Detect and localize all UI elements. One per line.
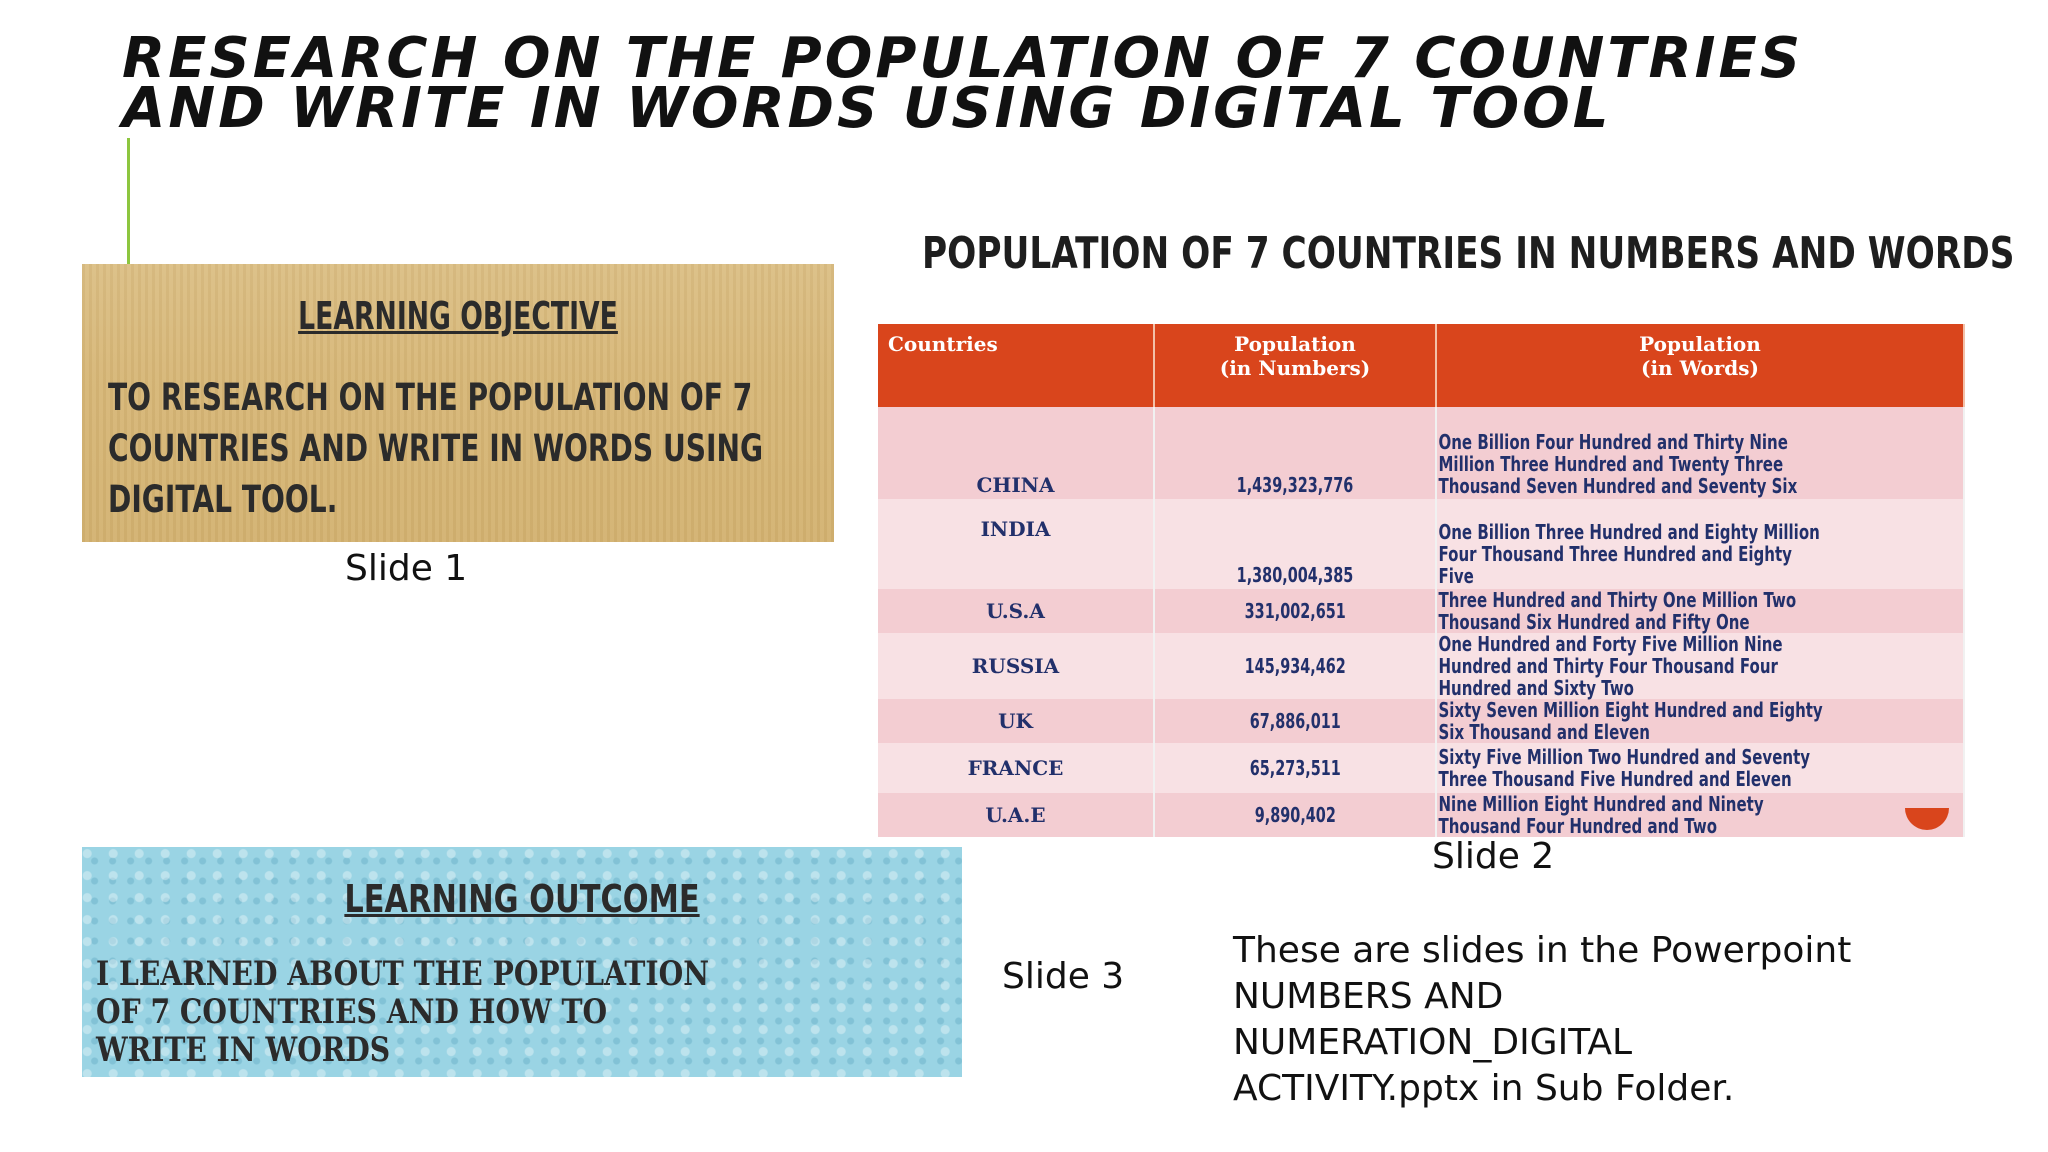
- country-cell: U.A.E: [878, 793, 1155, 837]
- number-cell: 1,380,004,385: [1154, 499, 1437, 589]
- table-row: CHINA 1,439,323,776 One Billion Four Hun…: [878, 407, 1965, 499]
- words-cell: Three Hundred and Thirty One Million Two…: [1436, 589, 1965, 633]
- accent-line: [127, 138, 130, 264]
- table-header-row: Countries Population (in Numbers) Populat…: [878, 324, 1965, 407]
- learning-outcome-heading: LEARNING OUTCOME: [344, 877, 700, 921]
- column-header-population-words: Population (in Words): [1436, 324, 1965, 407]
- page-title: RESEARCH ON THE POPULATION OF 7 COUNTRIE…: [122, 26, 1822, 141]
- learning-objective-text: TO RESEARCH ON THE POPULATION OF 7 COUNT…: [108, 372, 822, 525]
- title-line-2: AND WRITE IN WORDS USING DIGITAL TOOL: [122, 76, 1612, 141]
- objective-line: DIGITAL TOOL.: [108, 478, 338, 521]
- words-cell: One Hundred and Forty Five Million Nine …: [1436, 633, 1965, 699]
- slide-3-thumbnail: LEARNING OUTCOME I LEARNED ABOUT THE POP…: [82, 847, 962, 1077]
- powerpoint-note: These are slides in the Powerpoint NUMBE…: [1233, 928, 1993, 1112]
- slide-corner-badge: [1905, 808, 1949, 830]
- country-cell: U.S.A: [878, 589, 1155, 633]
- note-line: NUMBERS AND: [1233, 976, 1504, 1017]
- slide-3-caption: Slide 3: [1002, 956, 1125, 997]
- column-header-population-numbers: Population (in Numbers): [1154, 324, 1437, 407]
- learning-objective-heading: LEARNING OBJECTIVE: [298, 294, 618, 338]
- number-cell: 67,886,011: [1154, 699, 1437, 743]
- note-line: These are slides in the Powerpoint: [1233, 930, 1852, 971]
- words-cell: Sixty Seven Million Eight Hundred and Ei…: [1436, 699, 1965, 743]
- number-cell: 1,439,323,776: [1154, 407, 1437, 499]
- words-cell: One Billion Four Hundred and Thirty Nine…: [1436, 407, 1965, 499]
- learning-outcome-text: I LEARNED ABOUT THE POPULATION OF 7 COUN…: [96, 955, 943, 1069]
- note-line: NUMERATION_DIGITAL: [1233, 1022, 1633, 1063]
- country-cell: FRANCE: [878, 743, 1155, 793]
- table-row: U.S.A 331,002,651 Three Hundred and Thir…: [878, 589, 1965, 633]
- words-cell: One Billion Three Hundred and Eighty Mil…: [1436, 499, 1965, 589]
- number-cell: 331,002,651: [1154, 589, 1437, 633]
- note-line: ACTIVITY.pptx in Sub Folder.: [1233, 1068, 1735, 1109]
- slide-2-caption: Slide 2: [1432, 836, 1555, 877]
- number-cell: 145,934,462: [1154, 633, 1437, 699]
- objective-line: TO RESEARCH ON THE POPULATION OF 7: [108, 376, 753, 419]
- column-header-countries: Countries: [878, 324, 1155, 407]
- table-row: RUSSIA 145,934,462 One Hundred and Forty…: [878, 633, 1965, 699]
- outcome-line: OF 7 COUNTRIES AND HOW TO: [96, 992, 608, 1032]
- slide-1-thumbnail: LEARNING OBJECTIVE TO RESEARCH ON THE PO…: [82, 264, 834, 542]
- population-table-heading: POPULATION OF 7 COUNTRIES IN NUMBERS AND…: [922, 228, 2015, 279]
- population-table: Countries Population (in Numbers) Populat…: [878, 324, 1965, 837]
- table-row: FRANCE 65,273,511 Sixty Five Million Two…: [878, 743, 1965, 793]
- number-cell: 65,273,511: [1154, 743, 1437, 793]
- country-cell: INDIA: [878, 499, 1155, 589]
- words-cell: Nine Million Eight Hundred and Ninety Th…: [1436, 793, 1965, 837]
- slide-1-caption: Slide 1: [345, 548, 468, 589]
- table-row: INDIA 1,380,004,385 One Billion Three Hu…: [878, 499, 1965, 589]
- outcome-line: I LEARNED ABOUT THE POPULATION: [96, 954, 710, 994]
- country-cell: CHINA: [878, 407, 1155, 499]
- title-line-1: RESEARCH ON THE POPULATION OF 7 COUNTRIE…: [122, 26, 1804, 91]
- table-row: UK 67,886,011 Sixty Seven Million Eight …: [878, 699, 1965, 743]
- country-cell: UK: [878, 699, 1155, 743]
- number-cell: 9,890,402: [1154, 793, 1437, 837]
- outcome-line: WRITE IN WORDS: [96, 1030, 391, 1070]
- table-row: U.A.E 9,890,402 Nine Million Eight Hundr…: [878, 793, 1965, 837]
- objective-line: COUNTRIES AND WRITE IN WORDS USING: [108, 427, 764, 470]
- country-cell: RUSSIA: [878, 633, 1155, 699]
- words-cell: Sixty Five Million Two Hundred and Seven…: [1436, 743, 1965, 793]
